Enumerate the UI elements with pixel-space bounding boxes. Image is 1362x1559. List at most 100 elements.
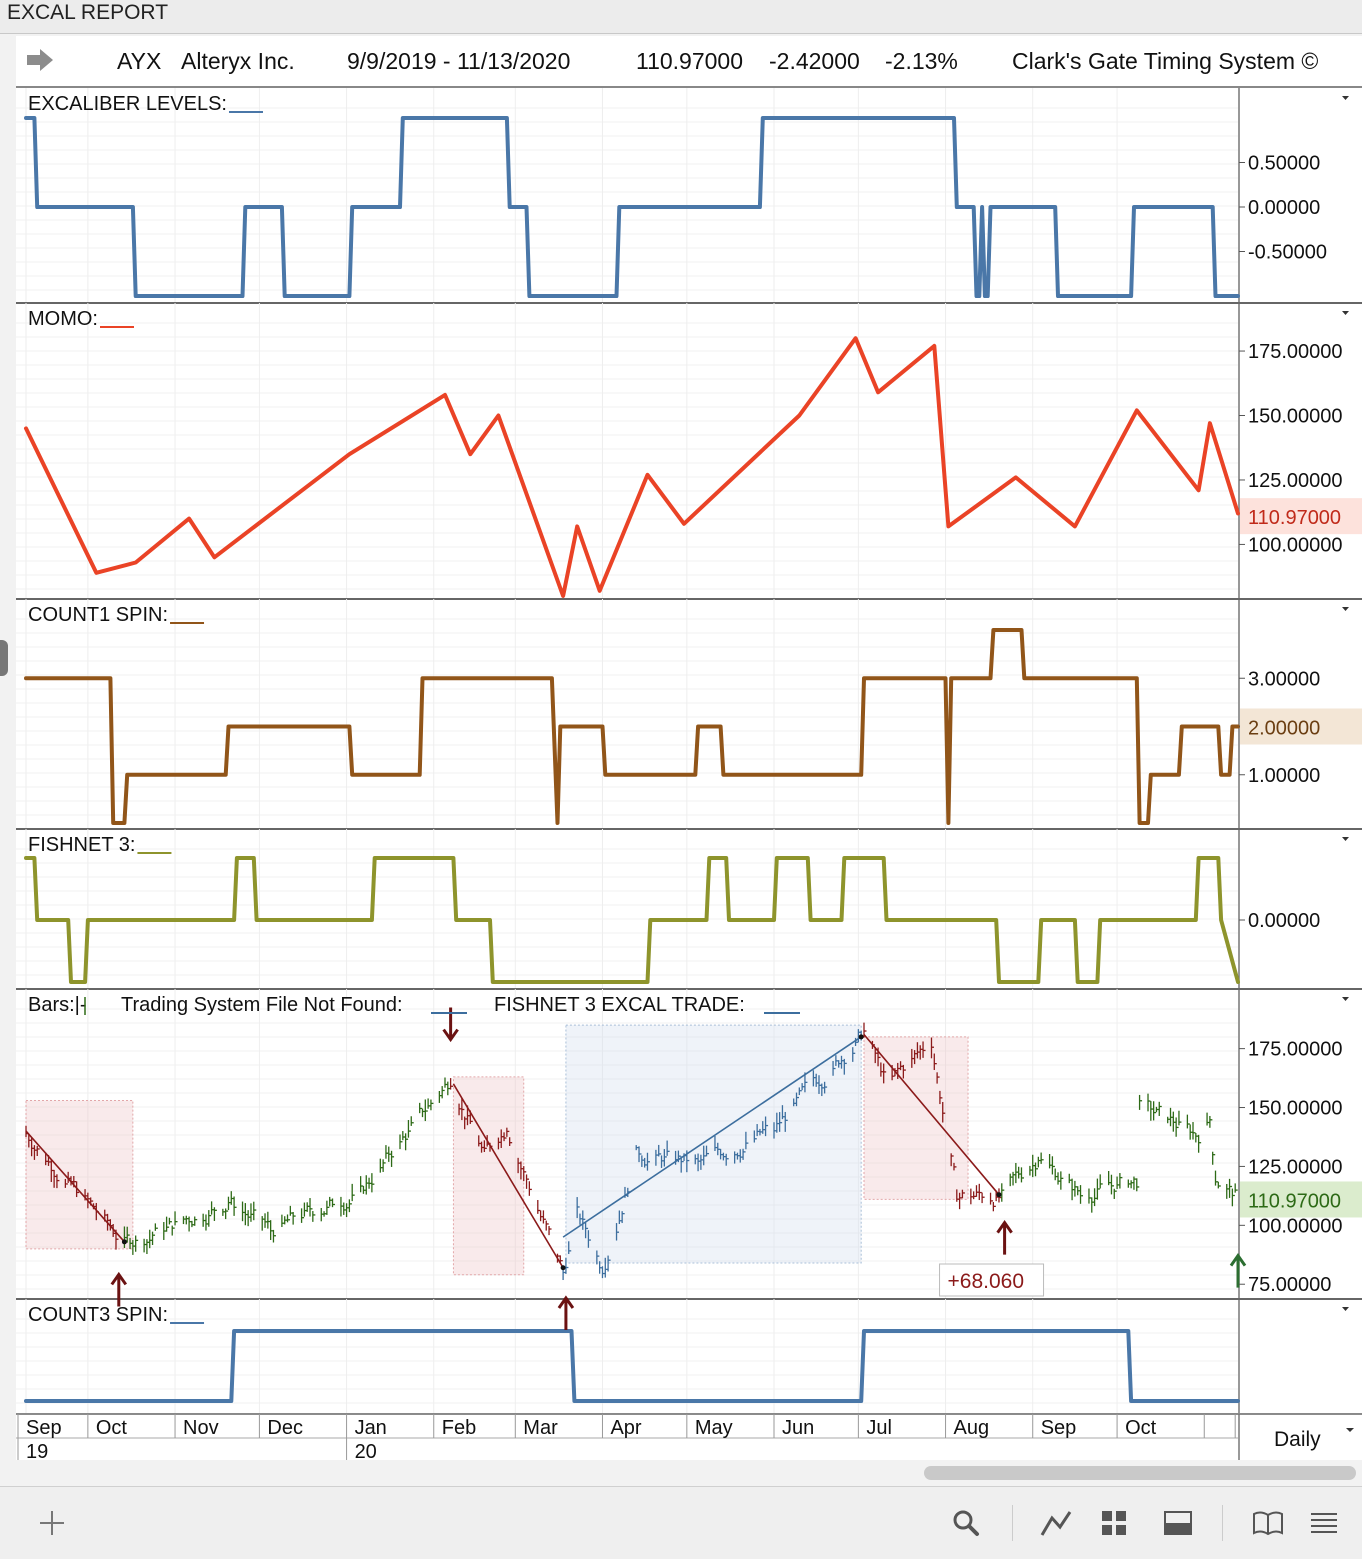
last-price: 110.97000 bbox=[636, 48, 744, 74]
draw-line-icon[interactable] bbox=[1034, 1487, 1078, 1559]
last-value-label: 110.97000 bbox=[1248, 1190, 1341, 1212]
panel-menu-icon bbox=[1342, 837, 1349, 841]
month-label: Sep bbox=[26, 1417, 62, 1439]
toolbar-separator bbox=[1012, 1505, 1013, 1541]
year-label: 19 bbox=[26, 1441, 48, 1462]
search-icon[interactable] bbox=[944, 1487, 988, 1559]
y-tick-label: 175.00000 bbox=[1248, 341, 1343, 363]
trade-zone bbox=[452, 1076, 525, 1276]
header-bar: AYX Alteryx Inc. 9/9/2019 - 11/13/2020 1… bbox=[16, 36, 1362, 88]
toolbar-separator bbox=[1222, 1505, 1223, 1541]
y-tick-label: -0.50000 bbox=[1248, 242, 1327, 264]
window-title: EXCAL REPORT bbox=[0, 0, 1362, 34]
trade-exit-dot bbox=[121, 1239, 127, 1245]
month-label: Jul bbox=[866, 1417, 892, 1439]
panel-menu-icon bbox=[1342, 997, 1349, 1001]
month-label: Jun bbox=[782, 1417, 814, 1439]
y-tick-label: 125.00000 bbox=[1248, 470, 1343, 492]
panel-menu-icon bbox=[1342, 96, 1349, 100]
panel-title: FISHNET 3: bbox=[28, 834, 135, 856]
month-label: Sep bbox=[1041, 1417, 1077, 1439]
month-label: Oct bbox=[96, 1417, 128, 1439]
grid-icon[interactable] bbox=[1092, 1487, 1136, 1559]
y-tick-label: 3.00000 bbox=[1248, 668, 1320, 690]
company-name: Alteryx Inc. bbox=[181, 48, 295, 74]
trade-zone bbox=[25, 1099, 134, 1250]
panel-menu-icon bbox=[1342, 311, 1349, 315]
right-arrow-icon[interactable] bbox=[26, 46, 54, 80]
period-label: Daily bbox=[1274, 1428, 1321, 1451]
panel-background bbox=[16, 88, 1362, 302]
trade-exit-dot bbox=[858, 1034, 864, 1040]
trade-trend-line bbox=[562, 1036, 862, 1238]
month-label: Feb bbox=[442, 1417, 476, 1439]
trading-system-label: Trading System File Not Found: bbox=[121, 994, 403, 1016]
year-label: 20 bbox=[355, 1441, 377, 1462]
bottom-toolbar bbox=[0, 1486, 1362, 1559]
panel-background bbox=[16, 303, 1362, 598]
series-line bbox=[24, 336, 1240, 598]
trade-profit-box bbox=[939, 1263, 1045, 1297]
date-range: 9/9/2019 - 11/13/2020 bbox=[347, 48, 571, 74]
y-tick-label: 125.00000 bbox=[1248, 1156, 1343, 1178]
month-label: Aug bbox=[954, 1417, 990, 1439]
last-value-badge bbox=[1240, 498, 1362, 535]
last-value-badge bbox=[1240, 1181, 1362, 1218]
panel-menu-icon bbox=[1342, 607, 1349, 611]
price-bars bbox=[25, 1022, 1238, 1281]
panel-title: COUNT1 SPIN: bbox=[28, 604, 168, 626]
system-name: Clark's Gate Timing System © bbox=[1012, 48, 1319, 74]
series-line bbox=[24, 856, 1240, 984]
month-label: Jan bbox=[355, 1417, 387, 1439]
panel-background bbox=[16, 829, 1362, 988]
last-value-badge bbox=[1240, 708, 1362, 745]
buy-signal-arrow bbox=[1229, 1252, 1247, 1288]
y-tick-label: 175.00000 bbox=[1248, 1039, 1343, 1061]
y-tick-label: 100.00000 bbox=[1248, 1215, 1343, 1237]
y-tick-label: 150.00000 bbox=[1248, 1098, 1343, 1120]
book-icon[interactable] bbox=[1246, 1487, 1290, 1559]
price-change: -2.42000 bbox=[769, 48, 860, 74]
series-line bbox=[24, 628, 1240, 825]
menu-icon[interactable] bbox=[1302, 1487, 1346, 1559]
last-value-label: 110.97000 bbox=[1248, 507, 1341, 529]
horizontal-scrollbar[interactable] bbox=[924, 1466, 1356, 1480]
panel-title: MOMO: bbox=[28, 308, 98, 330]
trade-trend-line bbox=[452, 1083, 564, 1269]
y-tick-label: 150.00000 bbox=[1248, 406, 1343, 428]
trade-zone bbox=[565, 1024, 862, 1264]
buy-signal-arrow bbox=[557, 1295, 575, 1330]
panel-title: COUNT3 SPIN: bbox=[28, 1304, 168, 1326]
month-label: Mar bbox=[523, 1417, 558, 1439]
month-label: Oct bbox=[1125, 1417, 1157, 1439]
y-tick-label: 0.00000 bbox=[1248, 910, 1320, 932]
y-tick-label: 0.50000 bbox=[1248, 153, 1320, 175]
y-tick-label: 0.00000 bbox=[1248, 197, 1320, 219]
trade-trend-line bbox=[863, 1033, 1000, 1196]
panel-icon[interactable] bbox=[1156, 1487, 1200, 1559]
sidebar-handle[interactable] bbox=[0, 640, 8, 676]
y-tick-label: 100.00000 bbox=[1248, 534, 1343, 556]
month-label: Nov bbox=[183, 1417, 219, 1439]
buy-signal-arrow bbox=[996, 1219, 1013, 1255]
month-label: Apr bbox=[610, 1417, 641, 1439]
price-change-pct: -2.13% bbox=[885, 48, 958, 74]
period-dropdown-icon bbox=[1346, 1428, 1354, 1432]
add-icon[interactable] bbox=[30, 1487, 74, 1559]
trade-exit-dot bbox=[560, 1265, 566, 1271]
trade-zone bbox=[863, 1036, 969, 1200]
trade-exit-dot bbox=[996, 1192, 1002, 1198]
buy-signal-arrow bbox=[110, 1271, 128, 1307]
panel-title: Bars:|- bbox=[28, 994, 87, 1016]
y-tick-label: 1.00000 bbox=[1248, 765, 1320, 787]
month-label: May bbox=[695, 1417, 733, 1439]
time-axis bbox=[16, 1414, 1362, 1460]
trade-trend-line bbox=[25, 1130, 126, 1243]
symbol: AYX bbox=[117, 48, 162, 74]
month-label: Dec bbox=[267, 1417, 303, 1439]
panel-title: EXCALIBER LEVELS: bbox=[28, 93, 227, 115]
trade-profit-label: +68.060 bbox=[948, 1270, 1024, 1293]
series-line bbox=[24, 116, 1240, 298]
chart-area: EXCALIBER LEVELS: 0.50000 0.00000 -0.50000 M… bbox=[16, 88, 1362, 1462]
last-value-label: 2.00000 bbox=[1248, 718, 1320, 740]
